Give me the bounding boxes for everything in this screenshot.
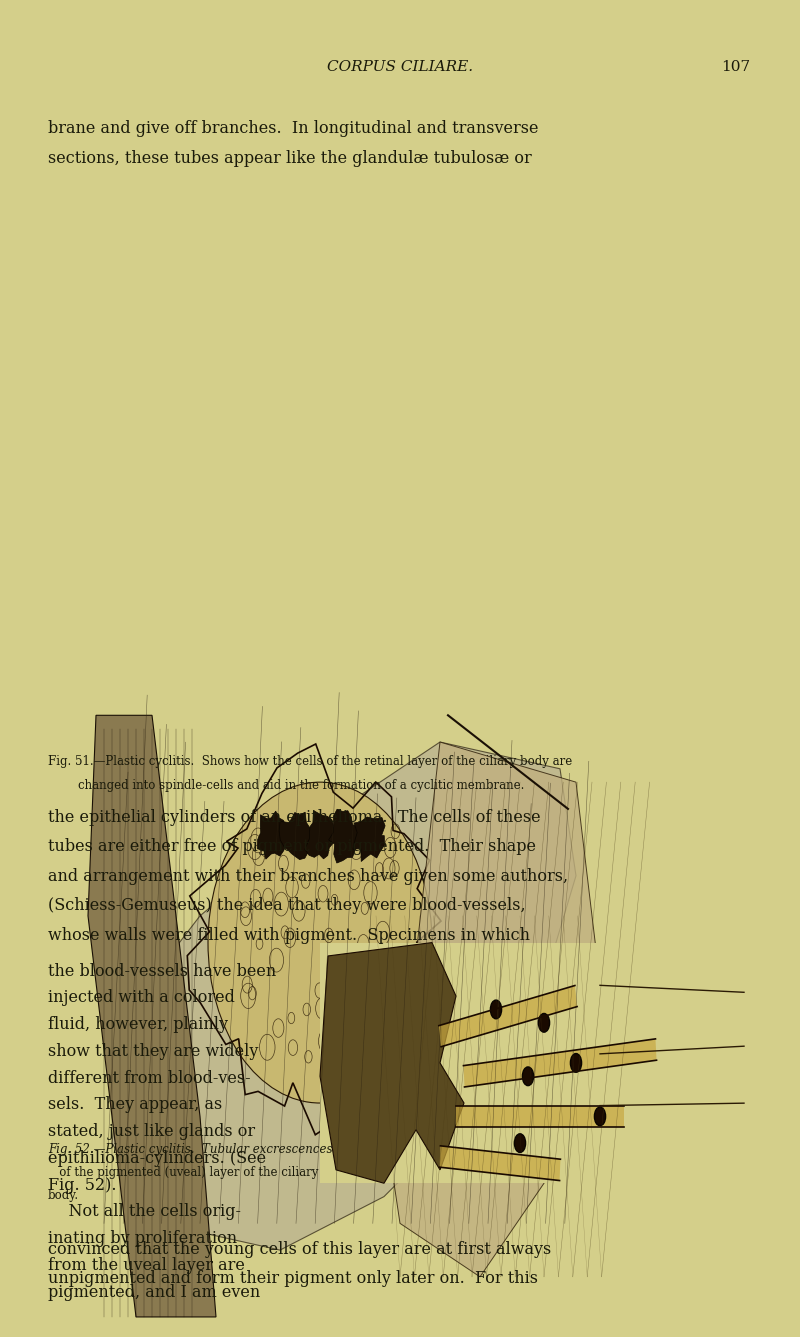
Text: 107: 107	[722, 60, 750, 74]
Polygon shape	[384, 742, 600, 1277]
Polygon shape	[353, 817, 385, 861]
Text: unpigmented and form their pigment only later on.  For this: unpigmented and form their pigment only …	[48, 1270, 538, 1288]
Text: changed into spindle-cells and aid in the formation of a cyclitic membrane.: changed into spindle-cells and aid in th…	[48, 779, 524, 793]
Polygon shape	[88, 715, 216, 1317]
Circle shape	[522, 1067, 534, 1086]
Text: inating by proliferation: inating by proliferation	[48, 1230, 237, 1247]
Text: whose walls were filled with pigment.  Specimens in which: whose walls were filled with pigment. Sp…	[48, 927, 530, 944]
Text: from the uveal layer are: from the uveal layer are	[48, 1257, 245, 1274]
Circle shape	[490, 1000, 502, 1019]
Text: the blood-vessels have been: the blood-vessels have been	[48, 963, 276, 980]
Polygon shape	[305, 810, 336, 858]
Text: CORPUS CILIARE.: CORPUS CILIARE.	[327, 60, 473, 74]
Text: different from blood-ves-: different from blood-ves-	[48, 1070, 250, 1087]
Polygon shape	[456, 1106, 624, 1127]
Text: of the pigmented (uveal) layer of the ciliary: of the pigmented (uveal) layer of the ci…	[48, 1166, 318, 1179]
Text: epithilioma-cylinders. (See: epithilioma-cylinders. (See	[48, 1150, 266, 1167]
Polygon shape	[329, 809, 362, 864]
Text: body.: body.	[48, 1189, 79, 1202]
Text: show that they are widely: show that they are widely	[48, 1043, 258, 1060]
Text: tubes are either free of pigment or pigmented.  Their shape: tubes are either free of pigment or pigm…	[48, 838, 536, 856]
Text: injected with a colored: injected with a colored	[48, 989, 235, 1007]
Text: and arrangement with their branches have given some authors,: and arrangement with their branches have…	[48, 868, 568, 885]
Text: convinced that the young cells of this layer are at first always: convinced that the young cells of this l…	[48, 1241, 551, 1258]
Polygon shape	[112, 742, 576, 1250]
Text: Fig. 52.—Plastic cyclitis.  Tubular excrescences: Fig. 52.—Plastic cyclitis. Tubular excre…	[48, 1143, 333, 1157]
Text: sections, these tubes appear like the glandulæ tubulosæ or: sections, these tubes appear like the gl…	[48, 150, 532, 167]
Polygon shape	[463, 1039, 657, 1087]
Polygon shape	[439, 985, 577, 1047]
Text: Fig. 52).: Fig. 52).	[48, 1177, 117, 1194]
Polygon shape	[439, 1146, 561, 1181]
Polygon shape	[320, 943, 464, 1183]
Polygon shape	[279, 812, 314, 860]
Text: (Schiess-Gemuseus) the idea that they were blood-vessels,: (Schiess-Gemuseus) the idea that they we…	[48, 897, 526, 915]
Polygon shape	[258, 812, 288, 860]
Text: pigmented, and I am even: pigmented, and I am even	[48, 1284, 260, 1301]
Text: Not all the cells orig-: Not all the cells orig-	[48, 1203, 241, 1221]
FancyBboxPatch shape	[320, 943, 760, 1183]
Circle shape	[538, 1013, 550, 1032]
Text: fluid, however, plainly: fluid, however, plainly	[48, 1016, 228, 1034]
Circle shape	[594, 1107, 606, 1126]
Text: sels.  They appear, as: sels. They appear, as	[48, 1096, 222, 1114]
Text: the epithelial cylinders of an epithelioma.  The cells of these: the epithelial cylinders of an epithelio…	[48, 809, 541, 826]
Circle shape	[514, 1134, 526, 1152]
Text: stated, just like glands or: stated, just like glands or	[48, 1123, 255, 1140]
Text: brane and give off branches.  In longitudinal and transverse: brane and give off branches. In longitud…	[48, 120, 538, 138]
Text: Fig. 51.—Plastic cyclitis.  Shows how the cells of the retinal layer of the cili: Fig. 51.—Plastic cyclitis. Shows how the…	[48, 755, 572, 769]
Ellipse shape	[208, 782, 432, 1103]
Circle shape	[570, 1054, 582, 1072]
